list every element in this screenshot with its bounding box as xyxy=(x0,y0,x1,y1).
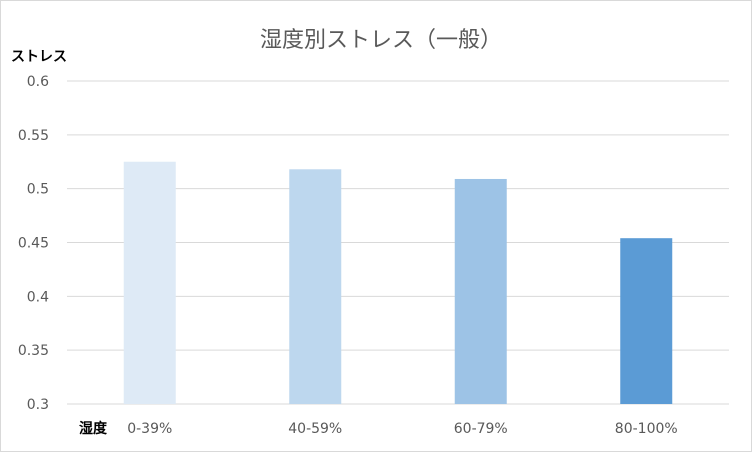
y-tick-label: 0.55 xyxy=(18,128,49,144)
bar-80-100% xyxy=(620,238,673,404)
bar-40-59% xyxy=(289,169,342,404)
y-tick-label: 0.6 xyxy=(27,74,49,90)
bar-0-39% xyxy=(123,161,176,404)
gridlines xyxy=(67,80,729,405)
category-label: 40-59% xyxy=(288,421,342,437)
y-tick-label: 0.4 xyxy=(27,289,49,305)
category-label: 0-39% xyxy=(127,421,172,437)
category-label: 80-100% xyxy=(615,421,678,437)
y-tick-label: 0.5 xyxy=(27,182,49,198)
y-tick-label: 0.35 xyxy=(18,343,49,359)
y-tick-label: 0.45 xyxy=(18,236,49,252)
bar-60-79% xyxy=(454,178,507,404)
bars xyxy=(123,161,673,404)
y-tick-labels: 0.3 0.35 0.4 0.45 0.5 0.55 0.6 xyxy=(18,74,49,413)
y-tick-label: 0.3 xyxy=(27,397,49,413)
x-axis-label: 湿度 xyxy=(79,420,108,437)
category-label: 60-79% xyxy=(454,421,508,437)
y-axis-label: ストレス xyxy=(11,49,67,65)
chart-title: 湿度別ストレス（一般） xyxy=(260,28,502,53)
category-labels: 0-39% 40-59% 60-79% 80-100% xyxy=(127,421,677,437)
